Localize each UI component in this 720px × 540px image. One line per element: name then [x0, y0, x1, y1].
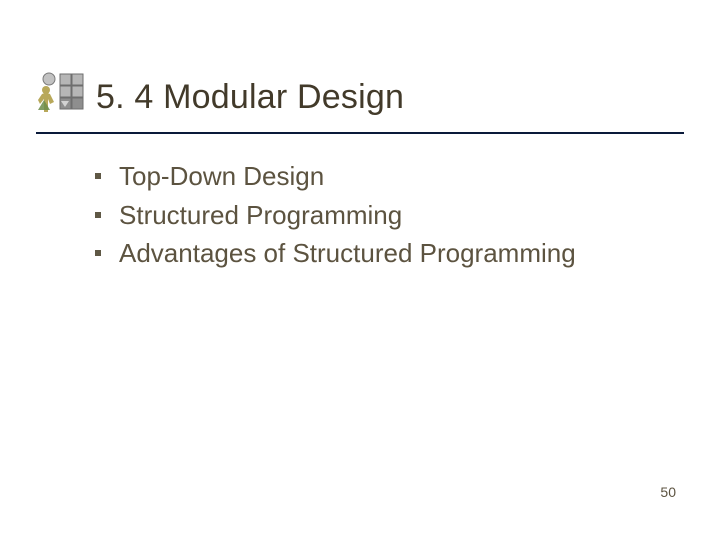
bullet-text: Advantages of Structured Programming [119, 237, 576, 270]
slide: 5. 4 Modular Design Top-Down Design Stru… [0, 0, 720, 540]
list-item: Advantages of Structured Programming [95, 237, 680, 270]
page-number: 50 [660, 484, 676, 500]
list-item: Top-Down Design [95, 160, 680, 193]
shapes-logo-icon [36, 72, 86, 122]
title-underline [36, 132, 684, 134]
bullet-text: Top-Down Design [119, 160, 324, 193]
bullet-text: Structured Programming [119, 199, 402, 232]
slide-title: 5. 4 Modular Design [96, 78, 404, 117]
header: 5. 4 Modular Design [36, 72, 684, 122]
bullet-dot-icon [95, 250, 101, 256]
bullet-dot-icon [95, 212, 101, 218]
list-item: Structured Programming [95, 199, 680, 232]
bullet-dot-icon [95, 173, 101, 179]
bullet-list: Top-Down Design Structured Programming A… [95, 160, 680, 276]
